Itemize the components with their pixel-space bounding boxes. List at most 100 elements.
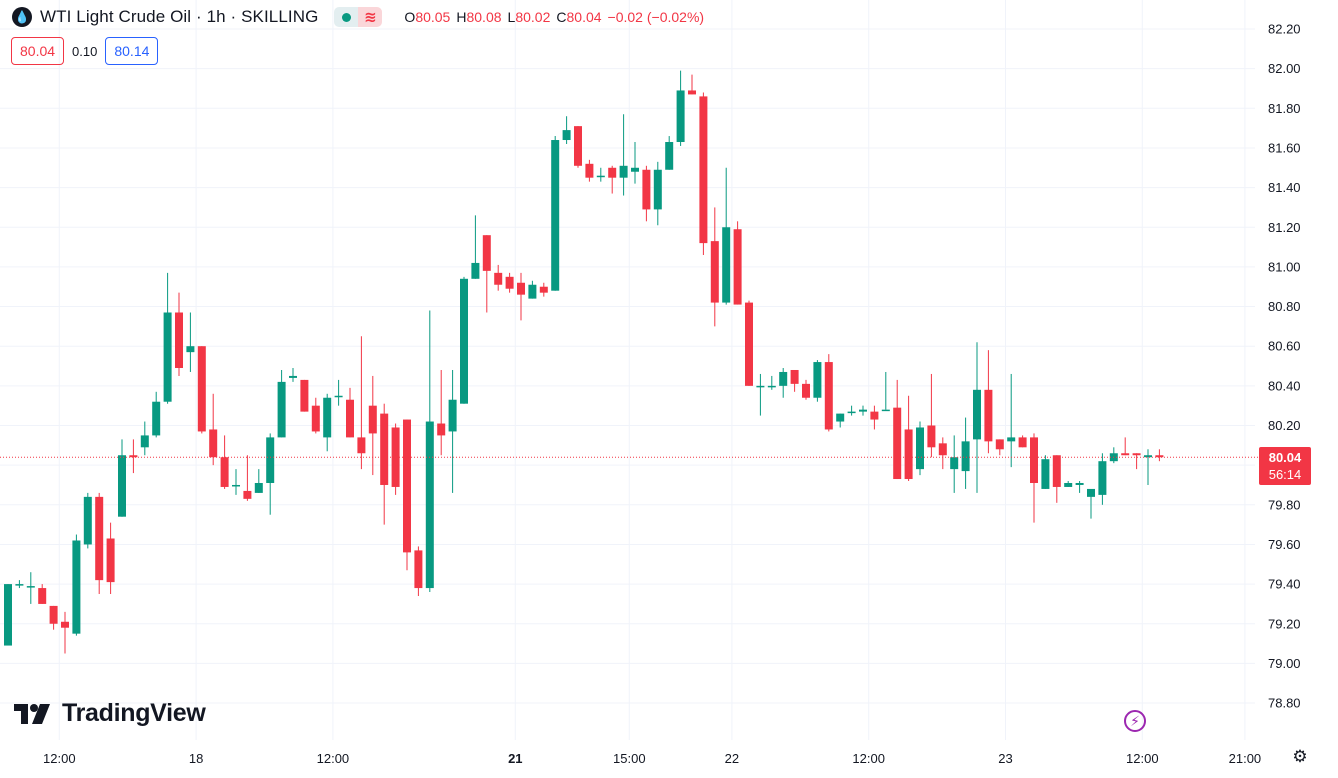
candle xyxy=(1155,449,1164,462)
candle xyxy=(1109,447,1118,464)
change-value: −0.02 (−0.02%) xyxy=(607,9,705,25)
candle-body xyxy=(631,167,639,172)
candle xyxy=(460,276,468,404)
candle xyxy=(505,272,514,293)
gear-icon[interactable]: ⚙ xyxy=(1292,747,1308,766)
candle-body xyxy=(175,312,183,369)
candle xyxy=(391,423,400,495)
candle-body xyxy=(357,437,366,454)
quote-panel: 80.04 0.10 80.14 xyxy=(11,37,159,65)
candle xyxy=(699,92,708,256)
candle xyxy=(927,373,936,458)
y-tick-label: 79.00 xyxy=(1268,656,1301,671)
candle xyxy=(323,393,332,452)
oil-drop-icon[interactable]: 💧 xyxy=(12,7,32,27)
candle-body xyxy=(209,429,218,458)
candle-body xyxy=(859,409,867,412)
candle-body xyxy=(836,413,845,422)
candle-body xyxy=(984,389,993,442)
candle xyxy=(779,368,788,398)
symbol-title[interactable]: WTI Light Crude Oil · 1h · SKILLING xyxy=(40,7,319,26)
sell-button[interactable]: 80.04 xyxy=(11,37,65,65)
candle xyxy=(220,435,229,489)
candle-body xyxy=(220,457,229,487)
buy-button[interactable]: 80.14 xyxy=(105,37,159,65)
candle xyxy=(688,74,696,95)
candle-body xyxy=(289,375,297,378)
candle xyxy=(152,391,161,438)
candle xyxy=(38,584,47,604)
candle xyxy=(232,469,240,495)
candle-body xyxy=(733,229,742,305)
candle xyxy=(1052,455,1061,503)
x-tick-label: 12:00 xyxy=(317,751,350,766)
candle-body xyxy=(1075,482,1084,485)
candle xyxy=(859,405,867,416)
candle-body xyxy=(961,441,970,472)
candle-body xyxy=(916,427,924,470)
candle xyxy=(140,421,149,456)
candle-body xyxy=(653,169,662,210)
candle xyxy=(517,272,525,321)
candle xyxy=(4,584,12,646)
x-tick-label: 22 xyxy=(725,751,739,766)
candle-body xyxy=(232,484,240,487)
candle-body xyxy=(197,346,206,432)
candle-body xyxy=(1030,437,1038,483)
tradingview-logo[interactable]: TradingView xyxy=(14,699,206,728)
x-tick-label: 21:00 xyxy=(1229,751,1262,766)
y-tick-label: 80.20 xyxy=(1268,418,1301,433)
candle xyxy=(756,373,765,416)
x-tick-label: 12:00 xyxy=(852,751,885,766)
candle xyxy=(676,70,685,146)
last-price-value: 80.04 xyxy=(1268,450,1302,465)
candle xyxy=(1018,435,1027,448)
candle xyxy=(494,264,503,291)
y-tick-label: 79.80 xyxy=(1268,497,1301,512)
x-tick-label: 12:00 xyxy=(43,751,76,766)
candle-body xyxy=(699,96,708,244)
y-tick-label: 79.20 xyxy=(1268,616,1301,631)
candle xyxy=(346,387,354,438)
candle xyxy=(767,375,776,390)
candle xyxy=(1075,481,1084,493)
low-value: 80.02 xyxy=(515,9,551,25)
x-tick-label: 12:00 xyxy=(1126,751,1159,766)
candle-body xyxy=(893,407,902,480)
candle xyxy=(266,433,275,515)
bar-countdown: 56:14 xyxy=(1268,467,1302,482)
candle xyxy=(277,369,286,438)
candle xyxy=(425,310,434,593)
candle-body xyxy=(802,383,810,398)
ohlc-values: O80.05 H80.08 L80.02 C80.04 −0.02 (−0.02… xyxy=(404,9,704,25)
candle-body xyxy=(152,401,161,436)
candle xyxy=(209,393,218,466)
candle xyxy=(61,611,69,654)
candle-body xyxy=(767,385,776,388)
candle-body xyxy=(1052,455,1061,487)
candle-body xyxy=(380,413,389,485)
candle xyxy=(551,136,560,291)
candle xyxy=(745,300,753,386)
candle-body xyxy=(779,371,788,386)
candle-body xyxy=(106,538,115,583)
candle xyxy=(243,455,252,501)
candle-body xyxy=(722,227,731,303)
candle-body xyxy=(1041,459,1050,489)
market-status[interactable]: ≋ xyxy=(334,7,383,27)
candle-body xyxy=(186,346,195,353)
candle-body xyxy=(665,142,674,170)
y-tick-label: 81.60 xyxy=(1268,140,1301,155)
candle-body xyxy=(585,163,594,178)
candle-body xyxy=(710,241,719,303)
candle-body xyxy=(995,439,1004,450)
candle-body xyxy=(403,419,411,553)
candle xyxy=(368,375,377,476)
lightning-icon[interactable]: ⚡ xyxy=(1124,710,1146,732)
y-tick-label: 80.80 xyxy=(1268,299,1301,314)
last-price-tag: 80.04 56:14 xyxy=(1259,447,1311,485)
candle xyxy=(357,336,366,470)
candle xyxy=(1132,453,1141,470)
open-value: 80.05 xyxy=(415,9,451,25)
